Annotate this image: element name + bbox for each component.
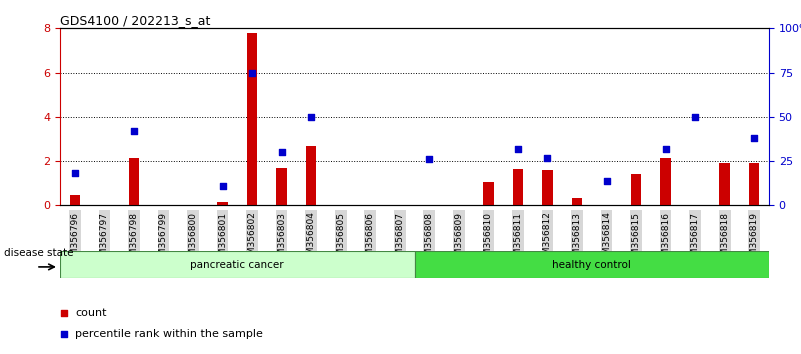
Point <box>216 183 229 189</box>
Point <box>748 135 761 141</box>
Bar <box>306 145 316 205</box>
Bar <box>217 202 227 205</box>
Point <box>276 149 288 155</box>
Bar <box>483 182 493 205</box>
Bar <box>542 170 553 205</box>
Bar <box>631 175 642 205</box>
Point <box>58 310 70 316</box>
Point <box>246 70 259 75</box>
Text: pancreatic cancer: pancreatic cancer <box>191 259 284 270</box>
Point <box>659 146 672 152</box>
Point <box>512 146 525 152</box>
Point <box>68 171 81 176</box>
Bar <box>247 33 257 205</box>
Bar <box>129 158 139 205</box>
Text: disease state: disease state <box>4 248 74 258</box>
Text: percentile rank within the sample: percentile rank within the sample <box>75 329 264 339</box>
Point <box>689 114 702 120</box>
Bar <box>415 251 769 278</box>
Text: healthy control: healthy control <box>553 259 631 270</box>
Text: count: count <box>75 308 107 318</box>
Point <box>58 331 70 337</box>
Bar <box>513 169 523 205</box>
Point <box>304 114 317 120</box>
Bar <box>660 158 670 205</box>
Point <box>541 155 553 160</box>
Bar <box>60 251 415 278</box>
Point <box>127 128 140 134</box>
Point <box>600 178 613 183</box>
Bar <box>719 163 730 205</box>
Bar <box>749 163 759 205</box>
Bar <box>572 198 582 205</box>
Bar <box>70 195 80 205</box>
Text: GDS4100 / 202213_s_at: GDS4100 / 202213_s_at <box>60 14 211 27</box>
Point <box>423 156 436 162</box>
Bar <box>276 168 287 205</box>
